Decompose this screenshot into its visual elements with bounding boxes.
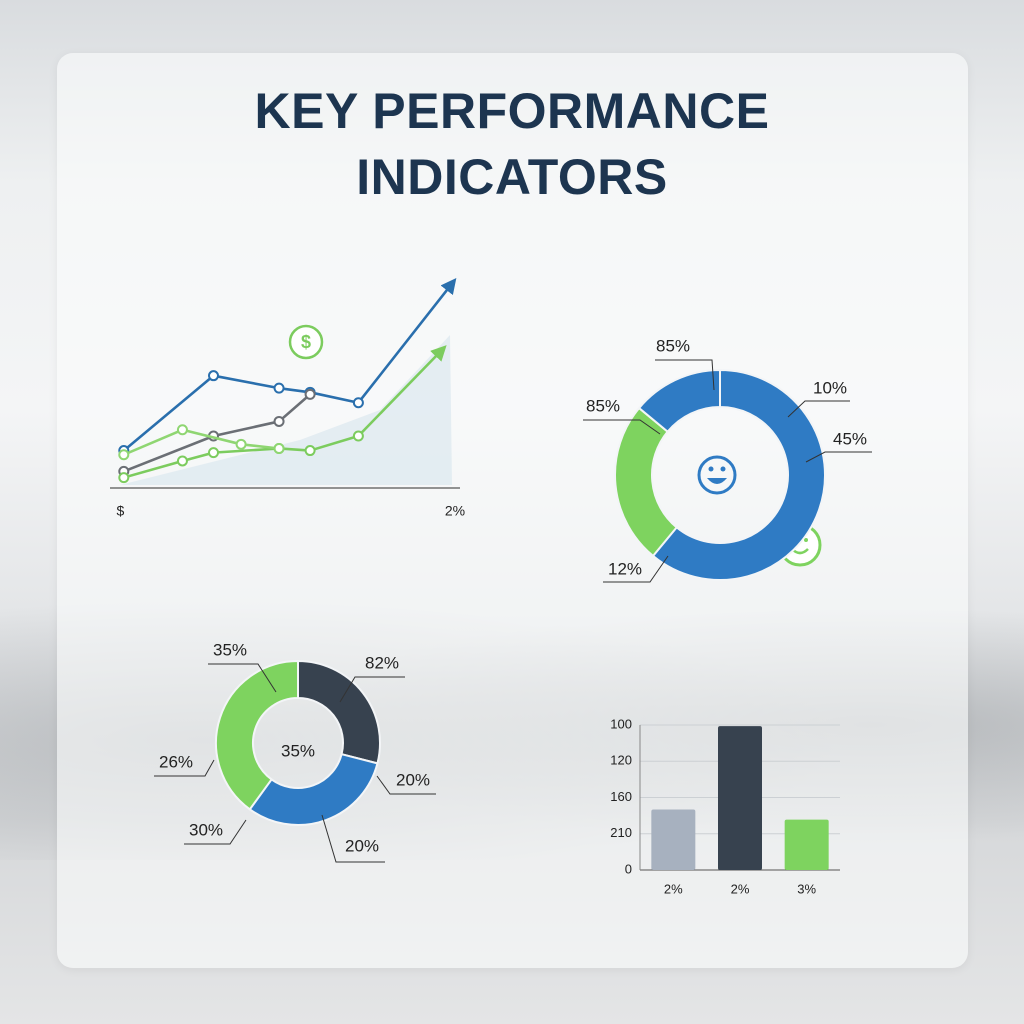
annotation: 30% bbox=[189, 820, 223, 839]
point bbox=[273, 382, 285, 394]
donut-segment bbox=[248, 752, 379, 826]
leader-line bbox=[154, 759, 215, 777]
x-tick-label: $ bbox=[116, 503, 124, 519]
line-series bbox=[122, 278, 457, 452]
leader-line bbox=[603, 555, 669, 583]
annotation: 85% bbox=[586, 396, 620, 415]
annotation: 10% bbox=[813, 378, 847, 397]
line-series bbox=[123, 428, 280, 456]
x-tick-label: 2% bbox=[731, 881, 750, 896]
y-tick-label: 120 bbox=[610, 753, 632, 768]
line-series bbox=[123, 393, 311, 473]
annotation: 20% bbox=[345, 836, 379, 855]
point bbox=[352, 430, 364, 442]
center-label: 35% bbox=[281, 741, 315, 760]
leader-line bbox=[583, 419, 661, 435]
point bbox=[352, 397, 364, 409]
donut-segment bbox=[637, 368, 721, 434]
y-tick-label: 100 bbox=[610, 716, 632, 731]
annotation: 35% bbox=[213, 640, 247, 659]
area-decoration bbox=[120, 335, 452, 485]
annotation: 12% bbox=[608, 559, 642, 578]
leader-line bbox=[184, 819, 247, 845]
leader-line bbox=[787, 400, 850, 418]
x-tick-label: 3% bbox=[797, 881, 816, 896]
donut-segment bbox=[651, 368, 826, 581]
dollar-icon: $ bbox=[288, 324, 324, 360]
donut-segment bbox=[215, 659, 299, 811]
svg-text:$: $ bbox=[301, 332, 311, 352]
donut-segment bbox=[297, 659, 381, 765]
point bbox=[118, 472, 130, 484]
point bbox=[273, 442, 285, 454]
smiley-icon bbox=[697, 455, 737, 495]
annotation: 20% bbox=[396, 770, 430, 789]
point bbox=[304, 388, 316, 400]
x-tick-label: 2% bbox=[445, 503, 465, 519]
leader-line bbox=[339, 676, 405, 703]
y-tick-label: 210 bbox=[610, 825, 632, 840]
leader-line bbox=[376, 775, 436, 795]
y-tick-label: 0 bbox=[625, 861, 632, 876]
point bbox=[235, 438, 247, 450]
leader-line bbox=[655, 359, 715, 391]
page-title: KEY PERFORMANCE INDICATORS bbox=[254, 83, 770, 205]
point bbox=[118, 449, 130, 461]
leader-line bbox=[208, 663, 277, 693]
point bbox=[208, 447, 219, 459]
annotation: 85% bbox=[656, 336, 690, 355]
x-tick-label: 2% bbox=[664, 881, 683, 896]
point bbox=[176, 455, 188, 467]
point bbox=[208, 370, 219, 382]
leader-line bbox=[321, 814, 385, 863]
annotation: 26% bbox=[159, 752, 193, 771]
y-tick-label: 160 bbox=[610, 789, 632, 804]
point bbox=[176, 424, 188, 436]
leader-line bbox=[805, 451, 872, 463]
point bbox=[304, 445, 316, 457]
bar bbox=[718, 726, 762, 870]
bar bbox=[784, 819, 829, 870]
bar bbox=[651, 809, 696, 870]
point bbox=[273, 415, 285, 427]
annotation: 45% bbox=[833, 429, 867, 448]
annotation: 82% bbox=[365, 653, 399, 672]
